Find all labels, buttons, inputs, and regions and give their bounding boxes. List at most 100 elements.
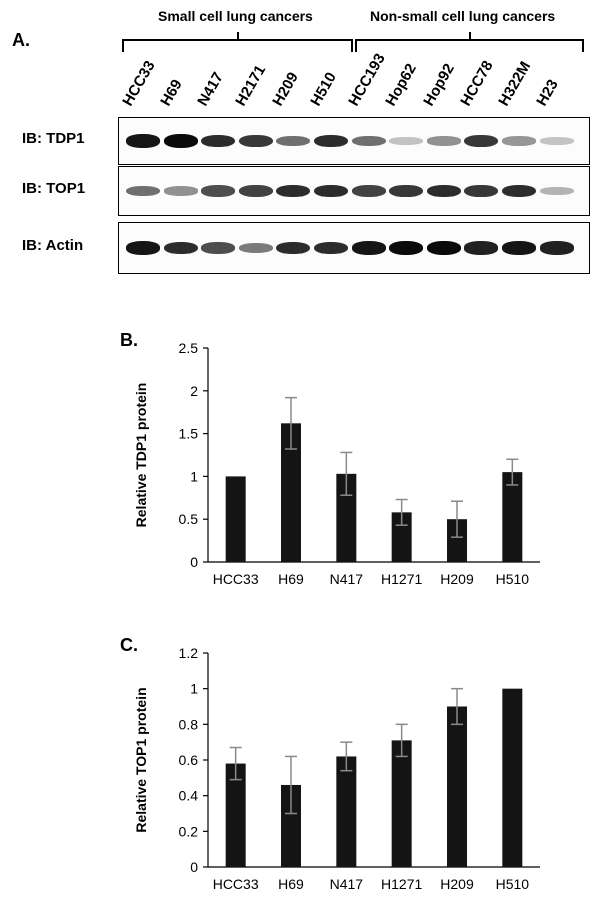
x-tick-label: H69 [278, 571, 304, 587]
x-tick-label: H510 [496, 571, 530, 587]
tdp1-bar-chart: Relative TDP1 protein 0 0.5 1 1.5 2 2.5 HCC33 H6… [133, 340, 540, 587]
top1-bar-chart: Relative TOP1 protein 0 0.2 0.4 0.6 0.8 1 1.2 HC… [133, 645, 540, 892]
blot-label: IB: Actin [22, 237, 84, 254]
blot-band [276, 135, 311, 147]
blot-band [464, 184, 499, 198]
bar [281, 784, 301, 867]
bar [225, 763, 246, 867]
x-tick-label: HCC33 [213, 876, 259, 892]
blot-band [539, 187, 574, 195]
y-tick-label: 2.5 [179, 340, 199, 356]
x-tick-label: N417 [330, 571, 364, 587]
lane-label: H510 [307, 69, 340, 109]
x-tick-label: H209 [440, 876, 474, 892]
blot-band [464, 241, 499, 255]
blot-band [126, 241, 160, 255]
blot-band [351, 241, 386, 255]
blot-label: IB: TDP1 [22, 130, 85, 147]
blot-band [539, 137, 574, 145]
y-tick-label: 0.6 [179, 752, 199, 768]
group-brackets [122, 32, 584, 52]
blot-band [163, 186, 198, 196]
y-tick-label: 1.2 [179, 645, 199, 661]
blot-band [389, 137, 424, 145]
x-tick-label: N417 [330, 876, 364, 892]
panel-b-label: B. [120, 330, 138, 350]
blot-band [314, 241, 348, 255]
blot-band [502, 136, 536, 146]
blot-band [201, 242, 236, 254]
bar [336, 756, 357, 867]
blot-band [502, 184, 536, 198]
blot-band [276, 241, 311, 255]
bar [281, 423, 301, 562]
x-tick-label: H1271 [381, 876, 422, 892]
blot-label: IB: TOP1 [22, 180, 86, 197]
y-tick-label: 0.8 [179, 716, 199, 732]
blot-band [464, 134, 499, 148]
panel-a-label: A. [12, 30, 30, 50]
blot-band [314, 184, 348, 198]
lane-label: Hop92 [420, 60, 458, 109]
bar [225, 476, 246, 562]
y-tick-label: 0.2 [179, 823, 199, 839]
lane-label: H69 [156, 76, 186, 109]
y-tick-label: 1 [190, 468, 198, 484]
y-tick-label: 1.5 [179, 426, 199, 442]
lane-label: Hop62 [382, 60, 421, 109]
panel-c-label: C. [120, 635, 138, 655]
blot-band [426, 241, 461, 255]
blot-band [351, 185, 386, 197]
y-tick-label: 0.5 [179, 511, 199, 527]
blot-band [163, 241, 198, 255]
y-axis-label: Relative TDP1 protein [133, 383, 149, 528]
y-tick-label: 1 [190, 681, 198, 697]
y-tick-label: 2 [190, 383, 198, 399]
blot-strip [118, 166, 590, 216]
bracket-small-cell [122, 32, 353, 52]
blot-band [238, 134, 273, 148]
y-tick-label: 0.4 [179, 788, 199, 804]
blot-band [126, 185, 160, 197]
bar [502, 472, 523, 562]
blot-band [426, 184, 461, 198]
x-tick-label: H69 [278, 876, 304, 892]
y-tick-label: 0 [190, 554, 198, 570]
bar [391, 740, 412, 867]
group-label-non-small-cell: Non-small cell lung cancers [370, 8, 556, 24]
lane-label: H322M [495, 58, 535, 109]
blot-band [163, 134, 198, 148]
x-tick-label: H209 [440, 571, 474, 587]
x-tick-label: HCC33 [213, 571, 259, 587]
blot-band [502, 241, 536, 255]
blot-band [126, 134, 160, 148]
x-tick-label: H510 [496, 876, 530, 892]
lane-label: H23 [532, 76, 562, 109]
y-tick-label: 0 [190, 859, 198, 875]
bracket-non-small-cell [355, 32, 584, 52]
blot-strip [118, 222, 590, 274]
blot-band [426, 136, 461, 146]
y-axis-label: Relative TOP1 protein [133, 687, 149, 832]
blot-band [276, 184, 311, 198]
lane-label: H2171 [232, 62, 269, 109]
blot-band [314, 134, 348, 148]
group-label-small-cell: Small cell lung cancers [158, 8, 313, 24]
blot-band [389, 184, 424, 198]
blot-band [201, 185, 236, 197]
blot-band [238, 185, 273, 197]
bar [447, 519, 467, 562]
lane-label: HCC33 [119, 57, 159, 109]
lane-label: N417 [194, 69, 228, 109]
blot-band [201, 134, 236, 148]
lane-label: H209 [269, 69, 303, 109]
blot-band [539, 241, 574, 255]
x-tick-label: H1271 [381, 571, 422, 587]
bar [502, 688, 523, 867]
blot-band [238, 243, 273, 253]
bar [447, 706, 467, 867]
blot-band [351, 135, 386, 147]
blot-strip [118, 117, 590, 165]
blot-band [389, 241, 424, 255]
lane-label: HCC78 [457, 57, 497, 109]
